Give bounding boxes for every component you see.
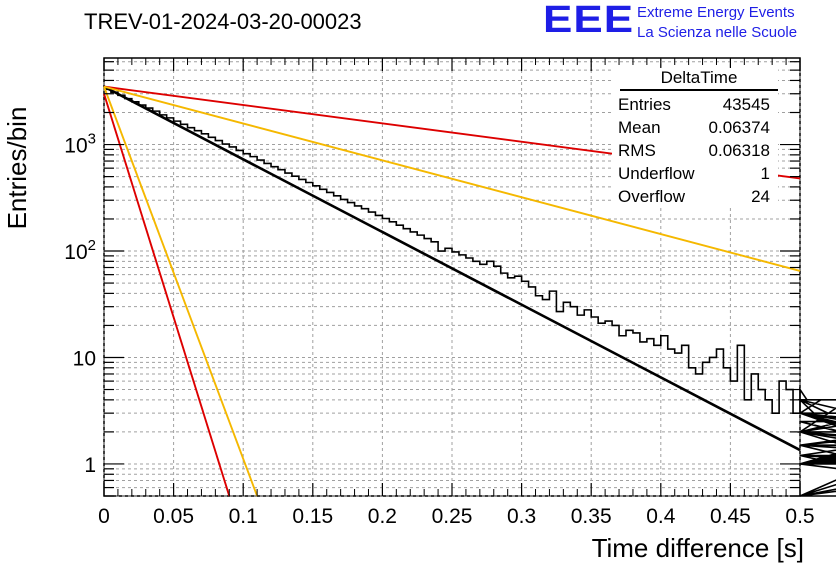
stats-row-mean: Mean 0.06374: [612, 116, 778, 139]
stats-row-rms: RMS 0.06318: [612, 139, 778, 162]
x-tick-label: 0.2: [368, 505, 397, 528]
stats-value: 24: [751, 187, 770, 206]
series-line-orange-fast: [103, 86, 259, 497]
x-tick-label: 0.5: [785, 505, 814, 528]
series-line-orange-slow: [103, 85, 801, 272]
axes: 0 0.05 0.1 0.15 0.2 0.25 0.3 0.35 0.4 0.45 0.5 1 10 1…: [64, 58, 815, 528]
y-tick-label: 103: [64, 131, 96, 158]
y-tick-label: 1: [84, 454, 96, 477]
series-line-fit: [103, 85, 801, 452]
stats-row-entries: Entries 43545: [612, 93, 778, 116]
y-tick-label: 102: [64, 237, 96, 264]
series-line-red-fast: [103, 93, 231, 497]
stats-label: Mean: [618, 118, 661, 137]
x-tick-label: 0.05: [153, 505, 194, 528]
x-tick-label: 0.35: [571, 505, 612, 528]
x-tick-label: 0: [98, 505, 110, 528]
stats-label: Overflow: [618, 187, 686, 206]
stats-box: DeltaTime Entries 43545 Mean 0.06374 RMS…: [612, 68, 778, 208]
x-tick-label: 0.3: [507, 505, 536, 528]
eee-logo-mark: EEE: [543, 0, 635, 41]
stats-value: 1: [760, 164, 770, 183]
stats-label: Underflow: [618, 164, 695, 183]
stats-value: 0.06318: [708, 141, 770, 160]
stats-row-underflow: Underflow 1: [612, 162, 778, 185]
x-tick-label: 0.4: [646, 505, 676, 528]
x-tick-label: 0.25: [432, 505, 473, 528]
histogram: [104, 88, 836, 497]
stats-label: Entries: [618, 95, 671, 114]
stats-value: 0.06374: [708, 118, 770, 137]
x-tick-label: 0.1: [229, 505, 258, 528]
histogram-step-line: [104, 88, 836, 497]
stats-label: RMS: [618, 141, 656, 160]
y-tick-label: 10: [73, 347, 96, 370]
stats-title: DeltaTime: [620, 68, 778, 91]
logo-line-2: La Scienza nelle Scuole: [637, 24, 798, 41]
logo-line-1: Extreme Energy Events: [637, 4, 795, 21]
x-tick-label: 0.45: [710, 505, 751, 528]
x-tick-label: 0.15: [292, 505, 333, 528]
plot-title: TREV-01-2024-03-20-00023: [84, 9, 362, 34]
y-axis-label: Entries/bin: [2, 106, 32, 230]
x-axis-label: Time difference [s]: [591, 533, 804, 563]
stats-row-overflow: Overflow 24: [612, 185, 778, 208]
stats-value: 43545: [722, 95, 770, 114]
